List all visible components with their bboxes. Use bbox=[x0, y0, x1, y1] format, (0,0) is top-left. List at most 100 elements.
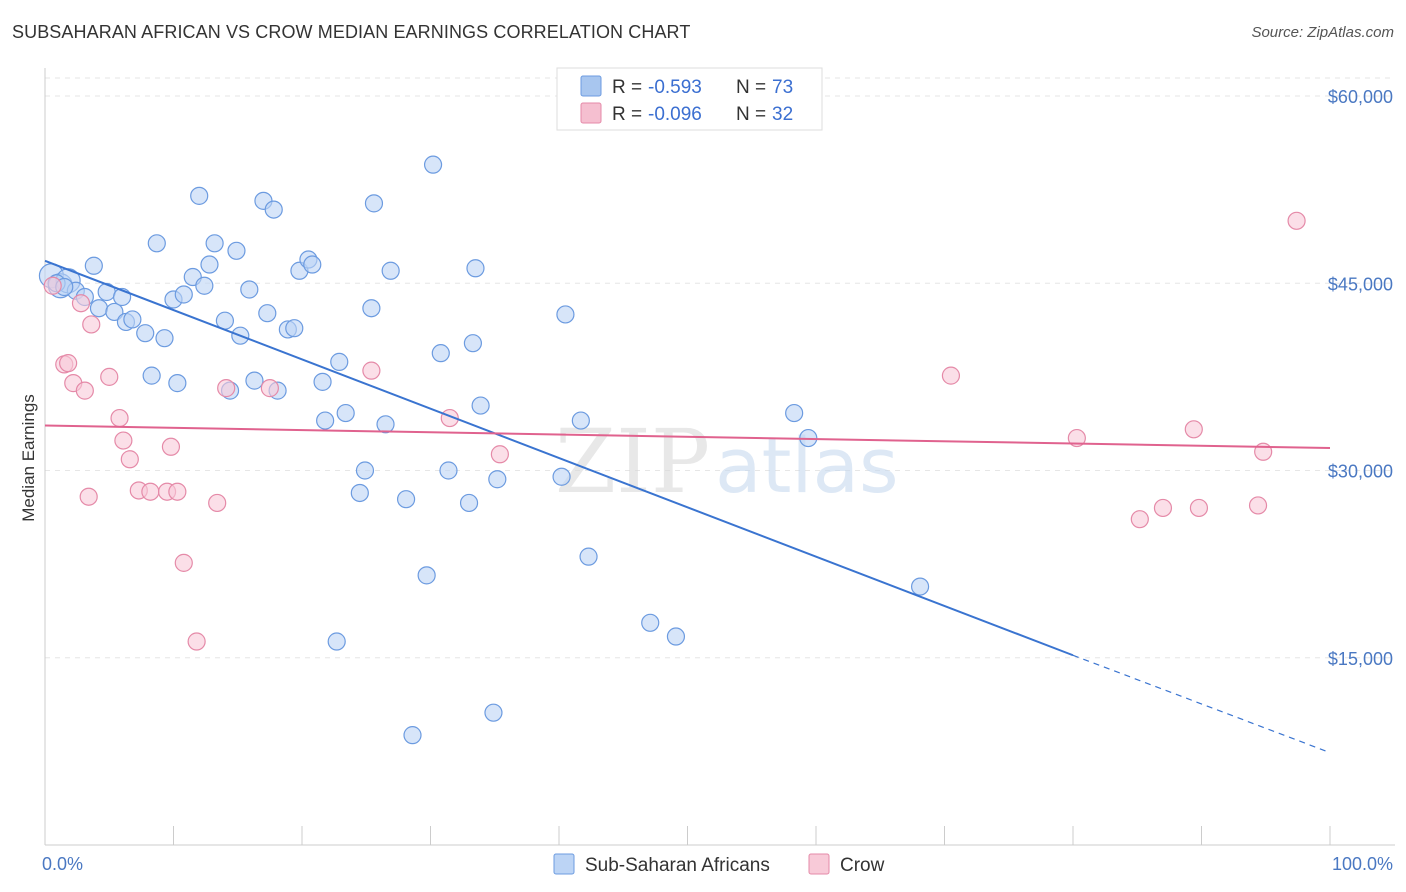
subsaharan-point-57 bbox=[463, 334, 483, 353]
subsaharan-point-48 bbox=[376, 415, 395, 434]
subsaharan-point-21 bbox=[195, 276, 214, 295]
source-credit: Source: ZipAtlas.com bbox=[1251, 24, 1394, 41]
subsaharan-point-23 bbox=[205, 234, 224, 253]
bottom-legend-label-crow: Crow bbox=[840, 855, 885, 876]
legend-swatch-crow bbox=[580, 102, 602, 124]
crow-point-25 bbox=[941, 366, 961, 385]
subsaharan-point-39 bbox=[313, 372, 332, 391]
subsaharan-point-28 bbox=[240, 280, 259, 299]
legend-n-label-2: N = bbox=[736, 104, 766, 125]
subsaharan-point-15 bbox=[155, 329, 174, 348]
subsaharan-point-42 bbox=[330, 352, 349, 371]
legend-n-value-1: 73 bbox=[772, 77, 793, 98]
bottom-legend: Sub-Saharan Africans Crow bbox=[553, 853, 885, 876]
y-tick-label-2: $45,000 bbox=[1328, 274, 1393, 294]
subsaharan-point-13 bbox=[142, 366, 161, 385]
crow-point-8 bbox=[100, 367, 119, 386]
subsaharan-point-56 bbox=[459, 493, 479, 513]
subsaharan-point-44 bbox=[350, 483, 369, 503]
legend-n-label-1: N = bbox=[736, 77, 766, 98]
gridlines bbox=[45, 77, 1395, 659]
subsaharan-point-35 bbox=[285, 319, 304, 338]
y-axis-label: Median Earnings bbox=[19, 394, 38, 522]
subsaharan-point-61 bbox=[488, 470, 507, 489]
y-tick-label-0: $15,000 bbox=[1328, 649, 1393, 669]
subsaharan-point-54 bbox=[431, 344, 450, 363]
subsaharan-point-63 bbox=[556, 305, 575, 324]
subsaharan-point-12 bbox=[136, 324, 155, 343]
crow-point-2 bbox=[59, 354, 78, 373]
crow-point-18 bbox=[187, 632, 206, 651]
subsaharan-point-18 bbox=[174, 285, 193, 304]
crow-point-4 bbox=[71, 294, 91, 313]
subsaharan-point-20 bbox=[190, 186, 209, 205]
subsaharan-point-53 bbox=[423, 155, 443, 174]
subsaharan-point-70 bbox=[910, 577, 930, 596]
crow-point-5 bbox=[75, 381, 94, 400]
subsaharan-point-5 bbox=[84, 256, 103, 275]
crow-point-11 bbox=[120, 450, 139, 469]
trend-line-crow bbox=[44, 424, 1331, 450]
trend-line-subsaharan bbox=[44, 259, 1074, 657]
subsaharan-point-31 bbox=[258, 304, 277, 323]
crow-point-6 bbox=[79, 487, 98, 506]
subsaharan-point-32 bbox=[264, 200, 283, 219]
subsaharan-point-65 bbox=[579, 547, 598, 566]
subsaharan-point-22 bbox=[200, 255, 219, 274]
subsaharan-point-29 bbox=[245, 371, 264, 390]
bottom-legend-swatch-crow bbox=[808, 853, 830, 875]
chart-title: SUBSAHARAN AFRICAN VS CROW MEDIAN EARNIN… bbox=[12, 22, 691, 42]
legend-r-label-1: R = bbox=[612, 77, 642, 98]
crow-point-28 bbox=[1153, 498, 1173, 518]
legend-n-value-2: 32 bbox=[772, 104, 793, 125]
subsaharan-point-67 bbox=[666, 627, 686, 646]
subsaharan-point-62 bbox=[552, 467, 571, 486]
crow-point-21 bbox=[260, 379, 279, 398]
crow-point-33 bbox=[1287, 211, 1306, 230]
crow-point-10 bbox=[114, 431, 133, 450]
crow-point-27 bbox=[1130, 510, 1149, 529]
watermark: ZIP atlas bbox=[555, 410, 899, 513]
x-tick-label-1: 100.0% bbox=[1332, 854, 1393, 874]
subsaharan-point-45 bbox=[355, 461, 375, 480]
crow-point-31 bbox=[1248, 496, 1268, 515]
y-tick-label-1: $30,000 bbox=[1328, 462, 1393, 482]
subsaharan-point-46 bbox=[362, 299, 381, 318]
subsaharan-point-51 bbox=[403, 726, 422, 745]
crow-point-24 bbox=[490, 445, 509, 464]
subsaharan-point-66 bbox=[641, 613, 660, 632]
subsaharan-point-14 bbox=[147, 234, 166, 253]
legend-swatch-subsaharan bbox=[580, 75, 602, 97]
subsaharan-point-52 bbox=[417, 566, 436, 585]
crow-point-20 bbox=[217, 379, 236, 398]
subsaharan-point-47 bbox=[364, 194, 384, 213]
y-tick-label-3: $60,000 bbox=[1328, 87, 1393, 107]
crow-point-26 bbox=[1067, 428, 1086, 448]
subsaharan-point-68 bbox=[785, 403, 804, 423]
subsaharan-point-49 bbox=[381, 261, 400, 280]
subsaharan-point-64 bbox=[571, 411, 590, 430]
crow-point-7 bbox=[82, 315, 101, 334]
subsaharan-point-58 bbox=[466, 259, 485, 278]
legend-r-label-2: R = bbox=[612, 104, 642, 125]
subsaharan-point-26 bbox=[227, 241, 246, 260]
subsaharan-point-11 bbox=[123, 310, 142, 329]
crow-point-22 bbox=[362, 361, 381, 380]
subsaharan-point-41 bbox=[327, 632, 346, 651]
legend: R = -0.593 N = 73 R = -0.096 N = 32 bbox=[556, 67, 823, 131]
crow-point-19 bbox=[208, 493, 227, 513]
crow-point-9 bbox=[110, 408, 129, 428]
axes bbox=[44, 68, 1395, 846]
crow-point-0 bbox=[43, 276, 62, 295]
bottom-legend-swatch-subsaharan bbox=[553, 853, 575, 875]
crow-point-16 bbox=[168, 482, 187, 501]
subsaharan-point-50 bbox=[396, 490, 416, 509]
bottom-legend-label-subsaharan: Sub-Saharan Africans bbox=[585, 855, 770, 876]
x-tick-label-0: 0.0% bbox=[42, 854, 83, 874]
subsaharan-point-59 bbox=[471, 396, 490, 415]
y-tick-labels: $15,000 $30,000 $45,000 $60,000 bbox=[1328, 87, 1393, 669]
crow-point-13 bbox=[141, 482, 160, 501]
trend-line-subsaharan-extension bbox=[1072, 654, 1331, 754]
subsaharan-point-40 bbox=[316, 411, 335, 430]
